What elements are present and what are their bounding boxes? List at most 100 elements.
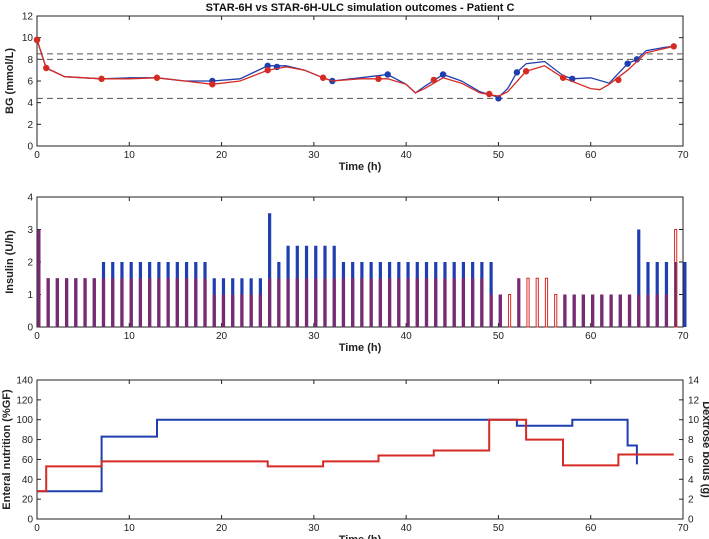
insulin-bar-overlap — [461, 278, 466, 327]
y2-axis-label: Dextrose bolus (g) — [700, 401, 709, 498]
bg-measurement-point — [522, 68, 530, 75]
y-tick-label: 8 — [27, 55, 33, 66]
y-tick-label: 10 — [22, 33, 34, 44]
insulin-bar-overlap — [360, 278, 364, 327]
y-tick-label: 20 — [22, 495, 34, 506]
bg-measurement-point — [264, 66, 271, 74]
insulin-bar-overlap — [452, 278, 456, 327]
insulin-bar-red — [535, 277, 539, 328]
insulin-bar-red — [507, 294, 512, 328]
y2-tick-label: 14 — [688, 376, 700, 387]
y-tick-label: 12 — [22, 12, 34, 23]
x-tick-label: 50 — [493, 331, 505, 342]
y-tick-label: 4 — [27, 98, 33, 109]
insulin-bar-overlap — [664, 294, 669, 327]
x-axis-label: Time (h) — [339, 342, 382, 354]
insulin-bar-overlap — [637, 294, 641, 327]
insulin-bar-overlap — [212, 294, 216, 327]
insulin-bar-overlap — [286, 278, 290, 327]
insulin-bar-overlap — [175, 278, 179, 327]
y-tick-label: 140 — [16, 376, 33, 387]
insulin-bar-overlap — [74, 278, 78, 327]
insulin-bar-overlap — [369, 278, 373, 327]
insulin-bar-red — [674, 229, 678, 328]
y-tick-label: 120 — [16, 395, 33, 406]
bg-measurement-point — [495, 95, 502, 102]
y-tick-label: 40 — [22, 475, 34, 486]
y-tick-label: 2 — [27, 258, 33, 269]
insulin-bar-overlap — [572, 294, 576, 327]
insulin-bar-overlap — [471, 278, 475, 327]
y-tick-label: 6 — [27, 77, 33, 88]
insulin-bar-overlap — [415, 278, 419, 327]
insulin-bar-overlap — [46, 278, 50, 327]
insulin-bar-overlap — [101, 278, 106, 327]
nutrition-series-red-line — [37, 418, 674, 493]
y2-tick-label: 2 — [688, 495, 694, 506]
insulin-bar-overlap — [600, 294, 604, 327]
insulin-bar-overlap — [129, 278, 133, 327]
x-tick-label: 40 — [401, 523, 413, 534]
x-tick-label: 50 — [493, 150, 505, 161]
y-tick-label: 0 — [27, 515, 33, 526]
insulin-bar-overlap — [277, 278, 281, 327]
x-tick-label: 30 — [308, 331, 320, 342]
insulin-bar-red — [544, 277, 549, 328]
plot-frame — [36, 196, 684, 328]
insulin-bar-overlap — [92, 278, 96, 327]
bg-series-red-line — [36, 39, 674, 97]
x-tick-label: 70 — [677, 523, 689, 534]
insulin-bar-overlap — [581, 294, 585, 327]
plot-frame — [36, 379, 684, 520]
y2-tick-label: 4 — [688, 475, 694, 486]
insulin-bar-overlap — [646, 294, 650, 327]
insulin-bar-overlap — [268, 278, 272, 327]
chart-title: STAR-6H vs STAR-6H-ULC simulation outcom… — [206, 2, 515, 14]
panel-2 — [36, 196, 687, 328]
bg-measurement-point — [615, 76, 622, 84]
insulin-bar-overlap — [166, 278, 170, 327]
bg-measurement-point — [319, 74, 327, 81]
insulin-bar-overlap — [563, 294, 567, 327]
insulin-bar-blue — [674, 262, 678, 327]
insulin-bar-overlap — [240, 294, 244, 327]
bg-measurement-point — [430, 76, 438, 84]
y-tick-label: 80 — [22, 435, 34, 446]
insulin-bar-overlap — [424, 278, 429, 327]
y-tick-label: 4 — [27, 193, 33, 204]
y-tick-label: 60 — [22, 455, 34, 466]
insulin-bar-overlap — [627, 294, 632, 327]
panel-3 — [36, 379, 684, 520]
insulin-bar-overlap — [258, 294, 262, 327]
insulin-bar-overlap — [304, 278, 309, 327]
insulin-bar-overlap — [323, 278, 327, 327]
x-axis-label: Time (h) — [339, 534, 382, 539]
insulin-bar-overlap — [443, 278, 447, 327]
insulin-bar-overlap — [295, 278, 299, 327]
insulin-bar-overlap — [314, 278, 318, 327]
x-tick-label: 50 — [493, 523, 505, 534]
y-tick-label: 0 — [27, 142, 33, 153]
insulin-bar-overlap — [591, 294, 595, 327]
x-tick-label: 70 — [677, 150, 689, 161]
insulin-bar-overlap — [148, 278, 152, 327]
insulin-bar-overlap — [351, 278, 355, 327]
insulin-bar-red — [526, 277, 530, 328]
y-tick-label: 3 — [27, 225, 33, 236]
bg-measurement-point — [33, 36, 41, 44]
insulin-bar-overlap — [37, 229, 41, 327]
insulin-bar-overlap — [184, 278, 189, 327]
x-tick-label: 20 — [216, 331, 228, 342]
insulin-bar-blue — [637, 229, 641, 327]
insulin-bar-overlap — [618, 294, 622, 327]
x-tick-label: 10 — [124, 523, 136, 534]
x-tick-label: 30 — [308, 523, 320, 534]
x-tick-label: 20 — [216, 150, 228, 161]
bg-measurement-point — [209, 81, 216, 88]
insulin-bar-overlap — [120, 278, 124, 327]
x-tick-label: 60 — [585, 523, 597, 534]
insulin-bar-overlap — [194, 278, 198, 327]
bg-measurement-point — [513, 69, 521, 76]
bg-measurement-point — [486, 90, 493, 98]
